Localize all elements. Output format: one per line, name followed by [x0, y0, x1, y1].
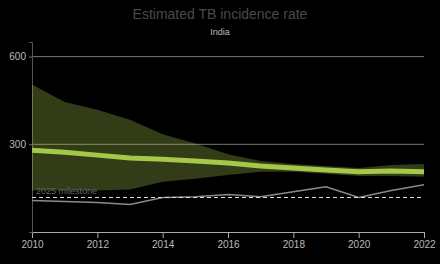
milestone-label: 2025 milestone: [36, 186, 97, 196]
y-axis: 300 600: [9, 43, 32, 233]
x-axis: 2010 2012 2014 2016 2018 2020 2022: [21, 232, 436, 250]
x-tick: 2014: [152, 232, 175, 250]
uncertainty-band: [32, 84, 424, 190]
series-line: [32, 150, 424, 172]
grid-line: [32, 56, 424, 57]
y-tick-mark: [29, 57, 32, 58]
series-line: [32, 185, 424, 205]
background: [0, 0, 440, 264]
x-tick: 2020: [348, 232, 371, 250]
milestone-line: [32, 197, 424, 198]
x-tick: 2010: [21, 232, 44, 250]
x-tick-label: 2022: [413, 239, 436, 250]
x-tick-mark: [163, 232, 164, 238]
x-tick: 2016: [217, 232, 240, 250]
y-tick-mark: [29, 144, 32, 145]
x-tick-label: 2012: [87, 239, 110, 250]
y-tick: 300: [9, 139, 32, 150]
x-tick-label: 2014: [152, 239, 175, 250]
chart: Estimated TB incidence rate India 2010 2012…: [0, 0, 440, 264]
x-tick-mark: [228, 232, 229, 238]
x-tick: 2018: [283, 232, 306, 250]
x-tick-label: 2010: [21, 239, 44, 250]
x-tick-mark: [97, 232, 98, 238]
subtitle: India: [210, 27, 230, 37]
y-tick-label: 300: [9, 139, 26, 150]
y-tick: 600: [9, 51, 32, 62]
x-tick-mark: [293, 232, 294, 238]
plot-area: [32, 84, 424, 204]
y-tick-label: 600: [9, 51, 26, 62]
x-tick: 2022: [413, 232, 436, 250]
x-tick-mark: [424, 232, 425, 238]
x-tick-mark: [359, 232, 360, 238]
x-tick: 2012: [87, 232, 110, 250]
y-axis-line: [29, 43, 33, 233]
title: Estimated TB incidence rate: [133, 6, 308, 22]
x-tick-label: 2020: [348, 239, 371, 250]
x-tick-label: 2016: [217, 239, 240, 250]
x-tick-label: 2018: [283, 239, 306, 250]
